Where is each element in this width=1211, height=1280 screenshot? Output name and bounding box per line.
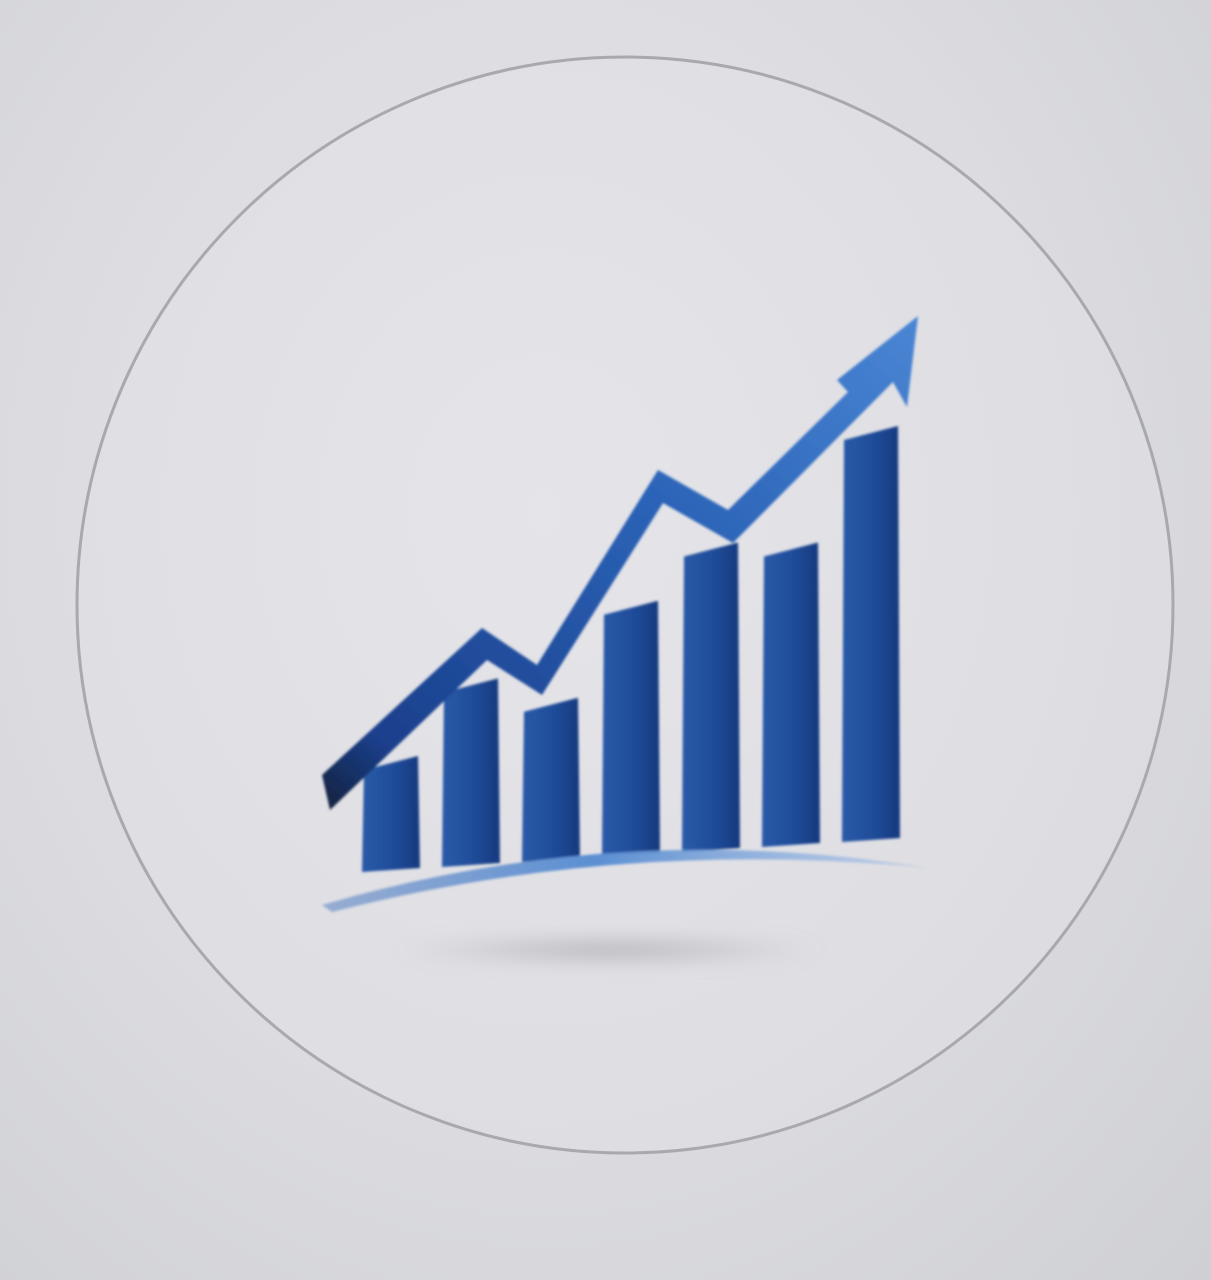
growth-chart-logo: [322, 316, 928, 912]
bar-icon: [842, 426, 900, 842]
bar-icon: [762, 542, 820, 847]
swoosh-base: [322, 849, 928, 912]
bar-icon: [362, 756, 420, 872]
trend-arrow-icon: [322, 316, 918, 810]
circle-frame: [75, 55, 1175, 1155]
drop-shadow: [395, 936, 825, 964]
bar-icon: [602, 600, 660, 857]
bar-group: [362, 426, 900, 872]
bar-icon: [522, 697, 580, 862]
bar-icon: [442, 678, 500, 867]
bar-icon: [682, 542, 740, 852]
